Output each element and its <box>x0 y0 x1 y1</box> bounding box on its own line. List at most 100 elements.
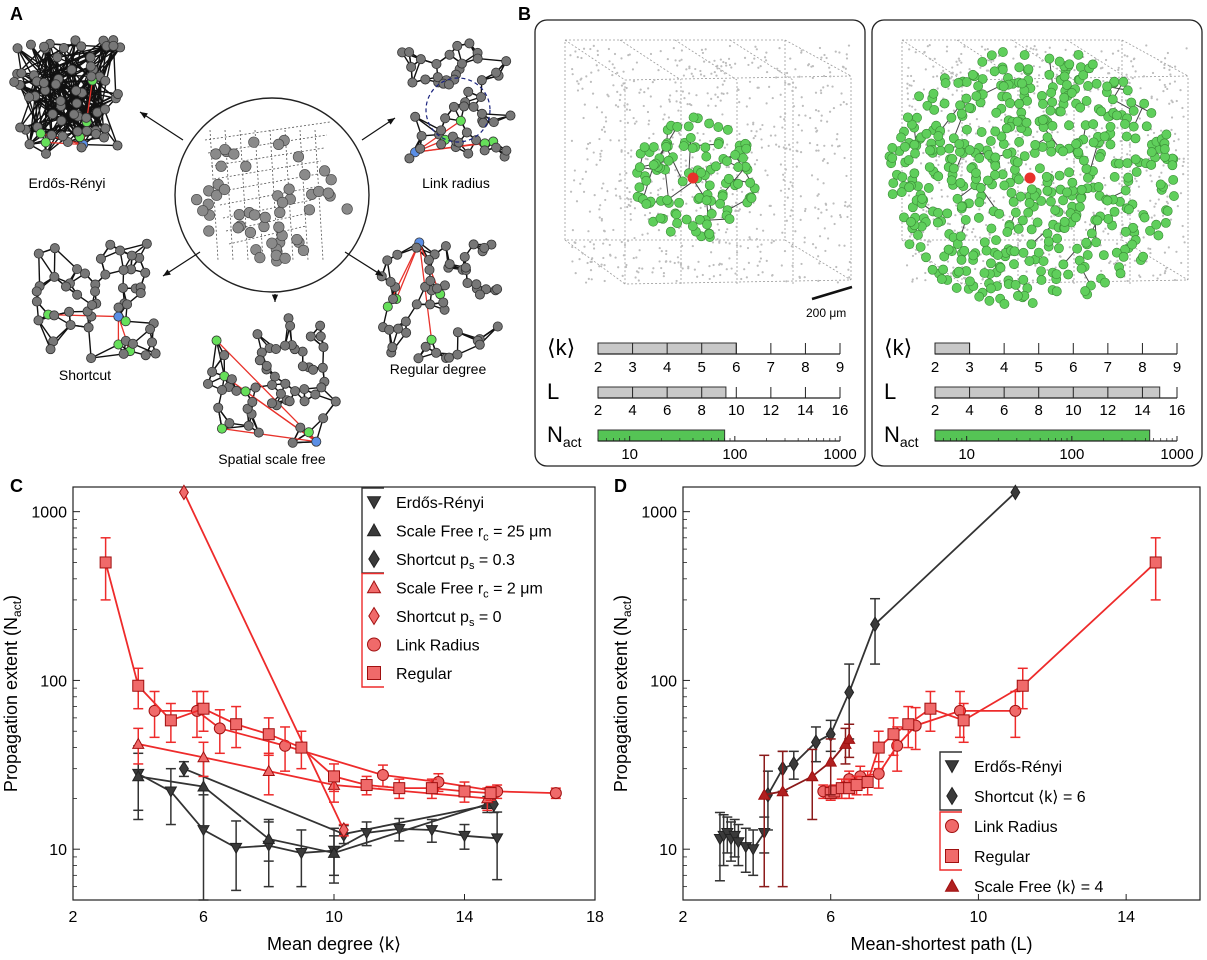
series-regular <box>824 537 1162 801</box>
network-shortcut <box>31 238 161 364</box>
data-point <box>197 702 210 715</box>
row-label-l: L <box>884 379 896 404</box>
data-point <box>425 825 439 837</box>
y-tick-label: 1000 <box>31 505 67 522</box>
x-tick-label: 2 <box>69 909 78 926</box>
data-point <box>262 764 276 777</box>
data-point <box>788 755 799 773</box>
data-point <box>262 832 276 844</box>
network-spatial-scale-free <box>203 313 341 448</box>
label-erdos-renyi: Erdős-Rényi <box>28 175 105 191</box>
legend-item: Shortcut ps = 0.3 <box>368 549 515 572</box>
data-point <box>944 760 960 774</box>
data-point <box>924 702 937 715</box>
data-point <box>728 830 742 843</box>
x-tick-label: 18 <box>586 909 604 926</box>
data-point <box>230 718 243 731</box>
error-bar <box>759 754 770 888</box>
arrow <box>139 111 184 141</box>
k-tick-label: 3 <box>628 359 636 376</box>
series-line <box>183 492 345 831</box>
x-axis-label: Mean degree ⟨k⟩ <box>267 934 401 954</box>
x-tick-label: 14 <box>456 909 474 926</box>
series-shortcut-ps-0 <box>178 484 349 839</box>
legend-label: Scale Free ⟨k⟩ = 4 <box>974 879 1104 896</box>
error-bar <box>100 537 111 601</box>
series-regular <box>99 537 497 803</box>
data-point <box>393 782 406 795</box>
data-point <box>776 784 790 797</box>
series-erd-s-r-nyi <box>713 811 771 882</box>
data-point <box>368 549 380 569</box>
range-bar-k: ⟨k⟩ 2 3 4 5 6 7 8 9 <box>884 335 1181 376</box>
arrow <box>344 251 384 277</box>
data-point <box>861 776 874 789</box>
data-point <box>870 616 881 633</box>
k-tick-label: 2 <box>931 359 939 376</box>
x-axis-label: Mean-shortest path (L) <box>850 934 1032 954</box>
k-tick-label: 6 <box>732 359 740 376</box>
y-tick-label: 10 <box>659 842 677 859</box>
data-point <box>842 732 856 744</box>
data-point <box>1149 556 1162 569</box>
data-point <box>178 760 189 777</box>
n-tick-label: 10 <box>958 446 975 463</box>
k-tick-label: 7 <box>767 359 775 376</box>
data-point <box>490 833 504 845</box>
scale-bar: 200 μm <box>806 285 853 320</box>
label-spatial-scale-free: Spatial scale free <box>218 451 326 467</box>
range-bar-k: ⟨k⟩ 2 3 4 5 6 7 8 9 <box>547 335 844 376</box>
scale-bar-label: 200 μm <box>806 306 846 320</box>
data-point <box>197 780 210 792</box>
legend-item: Regular <box>367 666 453 683</box>
row-label-k: ⟨k⟩ <box>884 335 912 360</box>
y-tick-label: 10 <box>49 842 67 859</box>
y-tick-label: 1000 <box>641 505 677 522</box>
data-point <box>872 741 885 754</box>
legend-label: Scale Free rc = 25 μm <box>396 524 552 544</box>
row-label-k: ⟨k⟩ <box>547 335 575 360</box>
series-scale-free-k-4 <box>757 723 856 888</box>
y-tick-label: 100 <box>40 673 67 690</box>
data-point <box>902 718 915 731</box>
panel-label-b: B <box>518 4 531 24</box>
data-point <box>425 782 438 795</box>
series-line <box>137 772 498 854</box>
data-point <box>1009 704 1022 717</box>
error-bar <box>825 738 836 796</box>
k-tick-label: 4 <box>1000 359 1008 376</box>
l-tick-label: 16 <box>1169 402 1186 419</box>
legend-label: Erdős-Rényi <box>396 495 484 512</box>
data-point <box>178 484 189 501</box>
data-point <box>549 787 562 800</box>
data-point <box>850 779 863 792</box>
panel-label-a: A <box>10 4 23 24</box>
k-tick-label: 7 <box>1104 359 1112 376</box>
l-tick-label: 6 <box>663 402 671 419</box>
error-bar <box>777 750 788 888</box>
network-diagrams <box>9 35 516 448</box>
data-point <box>366 496 382 510</box>
y-axis-label: Propagation extent (Nact) <box>1 595 24 792</box>
source-node <box>687 172 699 184</box>
x-tick-label: 6 <box>199 909 208 926</box>
range-bar-l: L 2 4 6 8 10 12 14 16 <box>884 379 1185 419</box>
n-tick-label: 1000 <box>823 446 856 463</box>
data-point <box>99 556 112 569</box>
legend-item: Scale Free rc = 2 μm <box>366 579 543 601</box>
legend-item: Link Radius <box>945 819 1058 836</box>
legend-item: Regular <box>945 849 1031 866</box>
active-network <box>884 47 1179 309</box>
data-point <box>891 739 904 752</box>
label-link-radius: Link radius <box>422 175 490 191</box>
x-tick-label: 14 <box>1117 909 1135 926</box>
l-tick-label: 16 <box>832 402 849 419</box>
data-point <box>887 728 900 741</box>
legend: Erdős-Rényi Shortcut ⟨k⟩ = 6 Link Radius Re… <box>939 751 1104 896</box>
legend-item: Shortcut ps = 0 <box>368 606 502 629</box>
